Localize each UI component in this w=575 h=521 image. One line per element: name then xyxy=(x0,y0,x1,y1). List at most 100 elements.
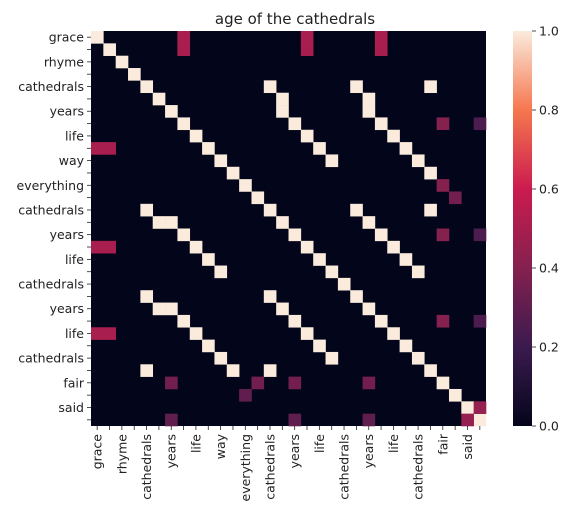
heatmap-cell xyxy=(128,68,141,81)
heatmap-cell xyxy=(473,413,487,427)
heatmap-cell xyxy=(473,117,487,131)
y-tick-label: rhyme xyxy=(44,54,84,69)
heatmap-cell xyxy=(337,277,351,291)
heatmap-cell xyxy=(300,31,314,44)
heatmap-cell xyxy=(165,413,178,427)
heatmap-cell xyxy=(473,314,487,328)
heatmap-cell xyxy=(387,129,400,143)
y-tick-label: grace xyxy=(49,30,85,45)
heatmap-cell xyxy=(288,314,302,328)
heatmap-cell xyxy=(189,240,203,254)
heatmap-cell xyxy=(165,105,178,118)
heatmap-cell xyxy=(165,216,178,229)
x-axis-ticks: grace rhyme cathedrals years life way everythi… xyxy=(90,426,481,501)
heatmap-cell xyxy=(387,327,400,340)
x-tick-label: cathedrals xyxy=(337,434,352,500)
heatmap-cell xyxy=(177,31,191,44)
heatmap-cell xyxy=(177,43,191,56)
heatmap-cell xyxy=(300,327,314,340)
colorbar-gradient xyxy=(513,31,532,426)
heatmap-cell xyxy=(214,154,228,168)
heatmap-cell xyxy=(362,216,376,229)
heatmap-cell xyxy=(177,117,191,131)
heatmap-cell xyxy=(313,339,326,353)
heatmap-cell xyxy=(473,228,487,242)
heatmap-cell xyxy=(399,142,413,155)
heatmap-cell xyxy=(374,228,388,242)
colorbar-tick-label: 0.4 xyxy=(539,261,559,276)
x-tick-label: years xyxy=(164,434,179,468)
heatmap-cell xyxy=(226,166,240,180)
x-tick-label: cathedrals xyxy=(262,434,277,500)
y-tick-label: way xyxy=(59,153,85,168)
heatmap-cell xyxy=(448,191,462,205)
heatmap-cell xyxy=(436,179,450,192)
heatmap-cell xyxy=(399,339,413,353)
heatmap-cell xyxy=(473,401,487,414)
heatmap-cell xyxy=(103,43,116,56)
heatmap-cell xyxy=(313,142,326,155)
heatmap-cell xyxy=(461,413,474,427)
x-tick-label: life xyxy=(312,434,327,453)
heatmap-cell xyxy=(374,43,388,56)
heatmap-cell xyxy=(276,216,289,229)
heatmap-cell xyxy=(103,327,116,340)
heatmap-cell xyxy=(300,43,314,56)
x-tick-label: years xyxy=(361,434,376,468)
heatmap-cell xyxy=(276,92,289,106)
heatmap-cell xyxy=(288,376,302,390)
heatmap-cell xyxy=(313,253,326,266)
heatmap-cell xyxy=(436,117,450,131)
y-tick-label: said xyxy=(58,400,84,415)
heatmap-cell xyxy=(91,31,104,44)
heatmap-cell xyxy=(276,302,289,316)
heatmap-cell xyxy=(263,364,277,377)
heatmap-cell xyxy=(214,351,228,365)
heatmap-cell xyxy=(91,142,104,155)
colorbar-tick-label: 0.8 xyxy=(539,103,559,118)
x-tick-label: everything xyxy=(238,434,253,501)
heatmap-cell xyxy=(152,302,166,316)
heatmap-cell xyxy=(424,80,437,94)
heatmap-cell xyxy=(350,80,363,94)
heatmap-cell xyxy=(239,388,252,402)
y-tick-label: cathedrals xyxy=(18,202,84,217)
x-tick-label: said xyxy=(460,434,475,460)
heatmap-cell xyxy=(103,240,116,254)
heatmap-cell xyxy=(461,401,474,414)
heatmap-cell xyxy=(362,376,376,390)
x-tick-label: way xyxy=(213,433,228,459)
y-tick-label: years xyxy=(50,104,84,119)
y-axis-ticks: grace rhyme cathedrals years life way everythi… xyxy=(17,30,91,421)
y-tick-label: life xyxy=(65,252,84,267)
heatmap-cell xyxy=(165,376,178,390)
y-tick-label: fair xyxy=(63,375,85,390)
x-tick-label: life xyxy=(386,434,401,453)
heatmap-cell xyxy=(263,80,277,94)
heatmap-cell xyxy=(202,142,215,155)
y-tick-label: cathedrals xyxy=(18,277,84,292)
heatmap-cell xyxy=(189,129,203,143)
heatmap-cell xyxy=(177,314,191,328)
y-tick-label: life xyxy=(65,128,84,143)
heatmap-cell xyxy=(140,290,154,303)
heatmap-cell xyxy=(288,413,302,427)
heatmap-cell xyxy=(374,117,388,131)
heatmap-cell xyxy=(263,290,277,303)
y-tick-label: cathedrals xyxy=(18,79,84,94)
colorbar-tick-label: 1.0 xyxy=(539,24,559,39)
x-tick-label: fair xyxy=(435,433,450,455)
heatmap-cell xyxy=(448,388,462,402)
heatmap-cell xyxy=(411,351,425,365)
heatmap-cell xyxy=(189,327,203,340)
heatmap-cell xyxy=(387,240,400,254)
heatmap-cell xyxy=(214,265,228,279)
heatmap-cell xyxy=(239,179,252,192)
y-tick-label: everything xyxy=(17,178,84,193)
x-tick-label: years xyxy=(287,434,302,468)
y-tick-label: cathedrals xyxy=(18,351,84,366)
heatmap-cell xyxy=(152,92,166,106)
heatmap-cell xyxy=(350,203,363,217)
heatmap-cell xyxy=(276,105,289,118)
